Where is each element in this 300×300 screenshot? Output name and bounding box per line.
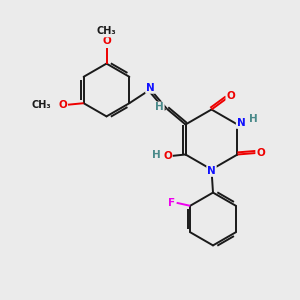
Text: O: O [58,100,67,110]
Text: F: F [168,198,175,208]
Text: O: O [102,36,111,46]
Text: N: N [237,118,245,128]
Text: CH₃: CH₃ [31,100,51,110]
Text: O: O [226,91,235,101]
Text: H: H [249,114,257,124]
Text: O: O [256,148,265,158]
Text: H: H [155,102,164,112]
Text: N: N [207,166,216,176]
Text: O: O [163,151,172,161]
Text: CH₃: CH₃ [97,26,116,37]
Text: N: N [146,83,155,93]
Text: H: H [152,149,161,160]
